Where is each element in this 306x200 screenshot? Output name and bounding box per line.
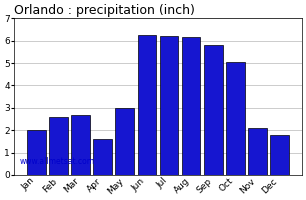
Bar xyxy=(27,130,46,175)
Bar xyxy=(71,115,90,175)
Bar xyxy=(248,128,267,175)
Text: Orlando : precipitation (inch): Orlando : precipitation (inch) xyxy=(14,4,195,17)
Bar xyxy=(160,36,178,175)
Text: www.allmetsat.com: www.allmetsat.com xyxy=(20,157,95,166)
Bar xyxy=(182,37,200,175)
Bar xyxy=(137,35,156,175)
Bar xyxy=(49,117,68,175)
Bar xyxy=(93,139,112,175)
Bar xyxy=(115,108,134,175)
Bar xyxy=(226,62,244,175)
Bar xyxy=(270,135,289,175)
Bar xyxy=(204,45,222,175)
